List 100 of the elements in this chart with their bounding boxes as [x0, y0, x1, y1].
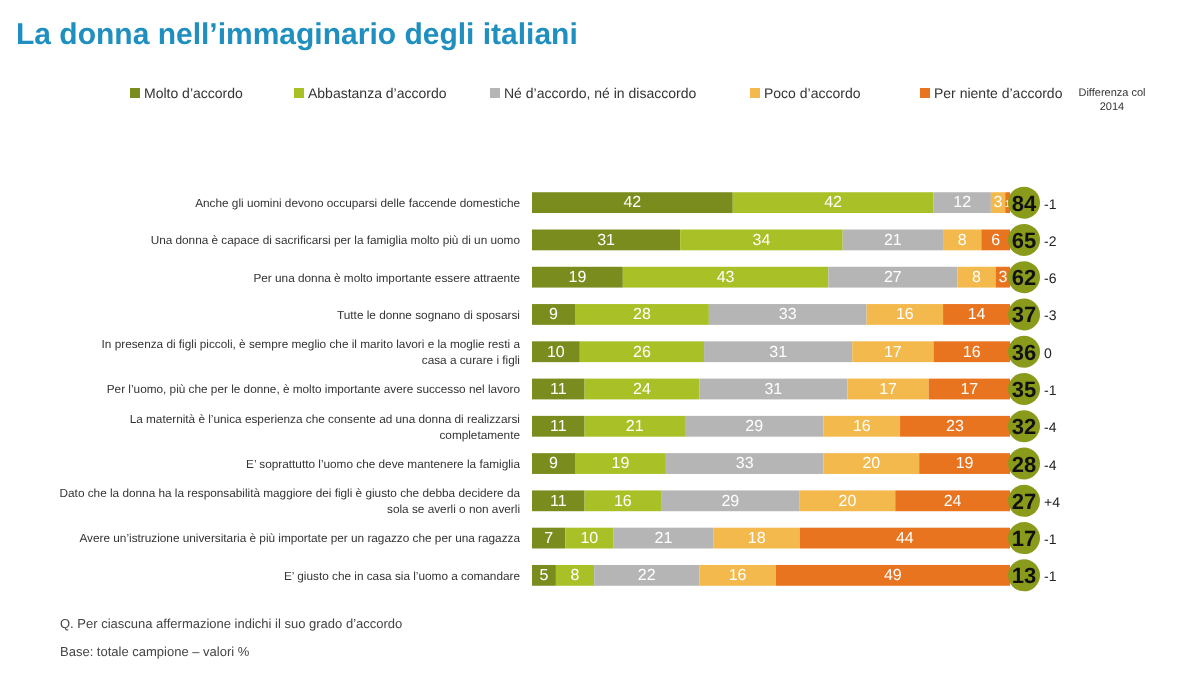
- bar: [823, 415, 901, 437]
- bar: [613, 527, 714, 549]
- chart-title: La donna nell’immaginario degli italiani: [16, 18, 578, 52]
- data-label: 16: [852, 417, 872, 436]
- bar: [680, 229, 843, 251]
- bar: [555, 564, 595, 586]
- bar: [699, 378, 848, 400]
- data-label: 19: [611, 454, 631, 473]
- text: 37: [1011, 304, 1037, 329]
- data-label: 3: [998, 267, 1009, 286]
- data-label: 44: [895, 528, 915, 547]
- bar: [708, 304, 867, 325]
- data-label: 43: [716, 267, 736, 286]
- bar: [532, 341, 580, 363]
- text: 32: [1011, 416, 1037, 441]
- bar: [532, 192, 733, 214]
- bar: [594, 564, 700, 586]
- bar: [532, 453, 576, 474]
- data-label: 23: [946, 417, 966, 436]
- data-label: 16: [613, 491, 633, 510]
- bar: [866, 304, 944, 325]
- text: 62: [1011, 267, 1037, 292]
- text: 28: [1011, 453, 1037, 478]
- data-label: 14: [967, 305, 987, 324]
- text: 65: [1011, 229, 1037, 254]
- data-label: 27: [883, 267, 903, 286]
- data-label: 42: [623, 193, 643, 212]
- data-label: 8: [570, 566, 581, 585]
- text: 27: [1011, 490, 1037, 515]
- data-label: 22: [637, 566, 657, 585]
- data-label: 11: [549, 417, 568, 436]
- bar: [579, 341, 705, 363]
- data-label: 21: [883, 230, 903, 249]
- data-label: 9: [549, 454, 560, 473]
- bar: [584, 490, 662, 512]
- bar: [823, 453, 920, 474]
- text: 36: [1011, 341, 1037, 366]
- text: 13: [1011, 565, 1037, 590]
- data-label: 29: [721, 491, 741, 510]
- bar: [799, 490, 896, 512]
- bar: [575, 304, 709, 325]
- bar: [584, 415, 685, 437]
- data-label: 12: [953, 193, 973, 212]
- data-label: 11: [549, 491, 568, 510]
- bar: [661, 490, 800, 512]
- data-label: 7: [544, 528, 555, 547]
- bar: [828, 266, 958, 288]
- data-label: 42: [824, 193, 844, 212]
- bar: [704, 341, 853, 363]
- text: 84: [1011, 192, 1038, 217]
- bar: [584, 378, 700, 400]
- data-label: 31: [769, 342, 789, 361]
- data-label: 24: [633, 379, 652, 398]
- bar: [847, 378, 929, 400]
- bar: [532, 304, 576, 325]
- bar: [665, 453, 824, 474]
- bar: [732, 192, 934, 214]
- data-label: 21: [625, 417, 645, 436]
- data-label: 18: [747, 528, 767, 547]
- data-label: 33: [778, 305, 798, 324]
- data-label: 20: [838, 491, 858, 510]
- data-label: 16: [962, 342, 982, 361]
- data-label: 33: [735, 454, 755, 473]
- data-label: 17: [879, 379, 899, 398]
- data-label: 6: [991, 230, 1002, 249]
- data-label: 3: [993, 193, 1004, 212]
- data-label: 17: [960, 379, 980, 398]
- data-label: 20: [862, 454, 882, 473]
- data-label: 16: [728, 566, 748, 585]
- data-label: 24: [943, 491, 963, 510]
- bar: [575, 453, 666, 474]
- data-label: 19: [955, 454, 975, 473]
- bar: [699, 564, 776, 586]
- bar: [532, 415, 585, 437]
- bar: [532, 229, 681, 251]
- data-label: 16: [895, 305, 915, 324]
- text: 35: [1011, 379, 1037, 403]
- data-label: 31: [764, 379, 784, 398]
- data-label: 8: [972, 267, 983, 286]
- bar: [532, 266, 623, 288]
- data-label: 26: [633, 342, 652, 361]
- bar: [842, 229, 944, 251]
- data-label: 10: [546, 342, 566, 361]
- data-label: 28: [633, 305, 652, 324]
- bar: [957, 266, 996, 288]
- data-label: 21: [654, 528, 674, 547]
- data-label: 31: [597, 230, 617, 249]
- data-label: 5: [539, 566, 550, 585]
- bar: [622, 266, 829, 288]
- data-label: 8: [957, 230, 968, 249]
- text: 17: [1011, 528, 1037, 553]
- data-label: 19: [568, 267, 588, 286]
- bar: [684, 415, 824, 437]
- data-label: 17: [883, 342, 903, 361]
- data-label: 11: [549, 379, 568, 398]
- data-label: 34: [752, 230, 772, 249]
- data-label: 29: [745, 417, 765, 436]
- bar: [933, 192, 991, 214]
- bar: [532, 490, 585, 512]
- data-label: 49: [883, 566, 903, 585]
